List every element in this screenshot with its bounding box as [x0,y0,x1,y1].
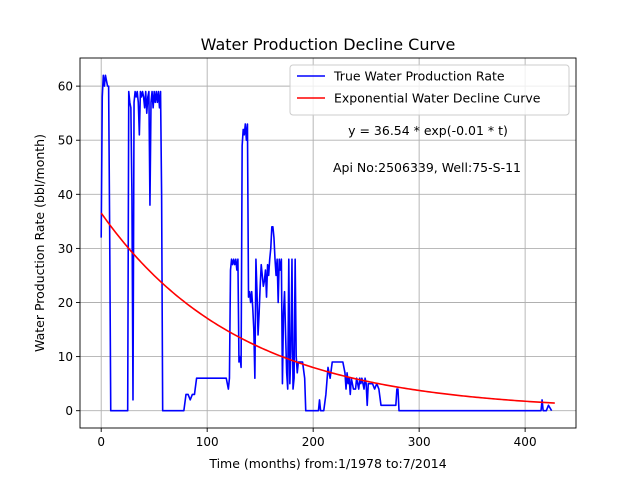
axes-frame [79,57,577,429]
x-tick-label: 100 [196,435,219,449]
x-tick-label: 400 [514,435,537,449]
well-annotation: Api No:2506339, Well:75-S-11 [333,160,521,175]
y-axis-ticks: 0 10 20 30 40 50 60 [58,80,80,418]
legend-label-decline-curve: Exponential Water Decline Curve [334,91,541,106]
chart-title: Water Production Decline Curve [201,35,456,54]
y-axis-label: Water Production Rate (bbl/month) [32,134,47,352]
y-tick-label: 60 [58,80,73,94]
y-tick-label: 30 [58,242,73,256]
y-tick-label: 50 [58,134,73,148]
legend-label-true-rate: True Water Production Rate [333,69,505,84]
x-axis-ticks: 0 100 200 300 400 [97,428,537,449]
y-tick-label: 20 [58,296,73,310]
y-tick-label: 40 [58,188,73,202]
equation-annotation: y = 36.54 * exp(-0.01 * t) [348,123,508,138]
series-line-decline-curve [100,212,555,404]
plot-area [100,74,555,412]
y-tick-label: 0 [65,404,73,418]
legend: True Water Production Rate Exponential W… [289,64,570,116]
x-tick-label: 200 [302,435,325,449]
y-tick-label: 10 [58,350,73,364]
legend-box [289,64,570,116]
x-tick-label: 300 [408,435,431,449]
x-axis-label: Time (months) from:1/1978 to:7/2014 [208,456,446,471]
x-tick-label: 0 [97,435,105,449]
series-line-true-rate [100,74,553,412]
